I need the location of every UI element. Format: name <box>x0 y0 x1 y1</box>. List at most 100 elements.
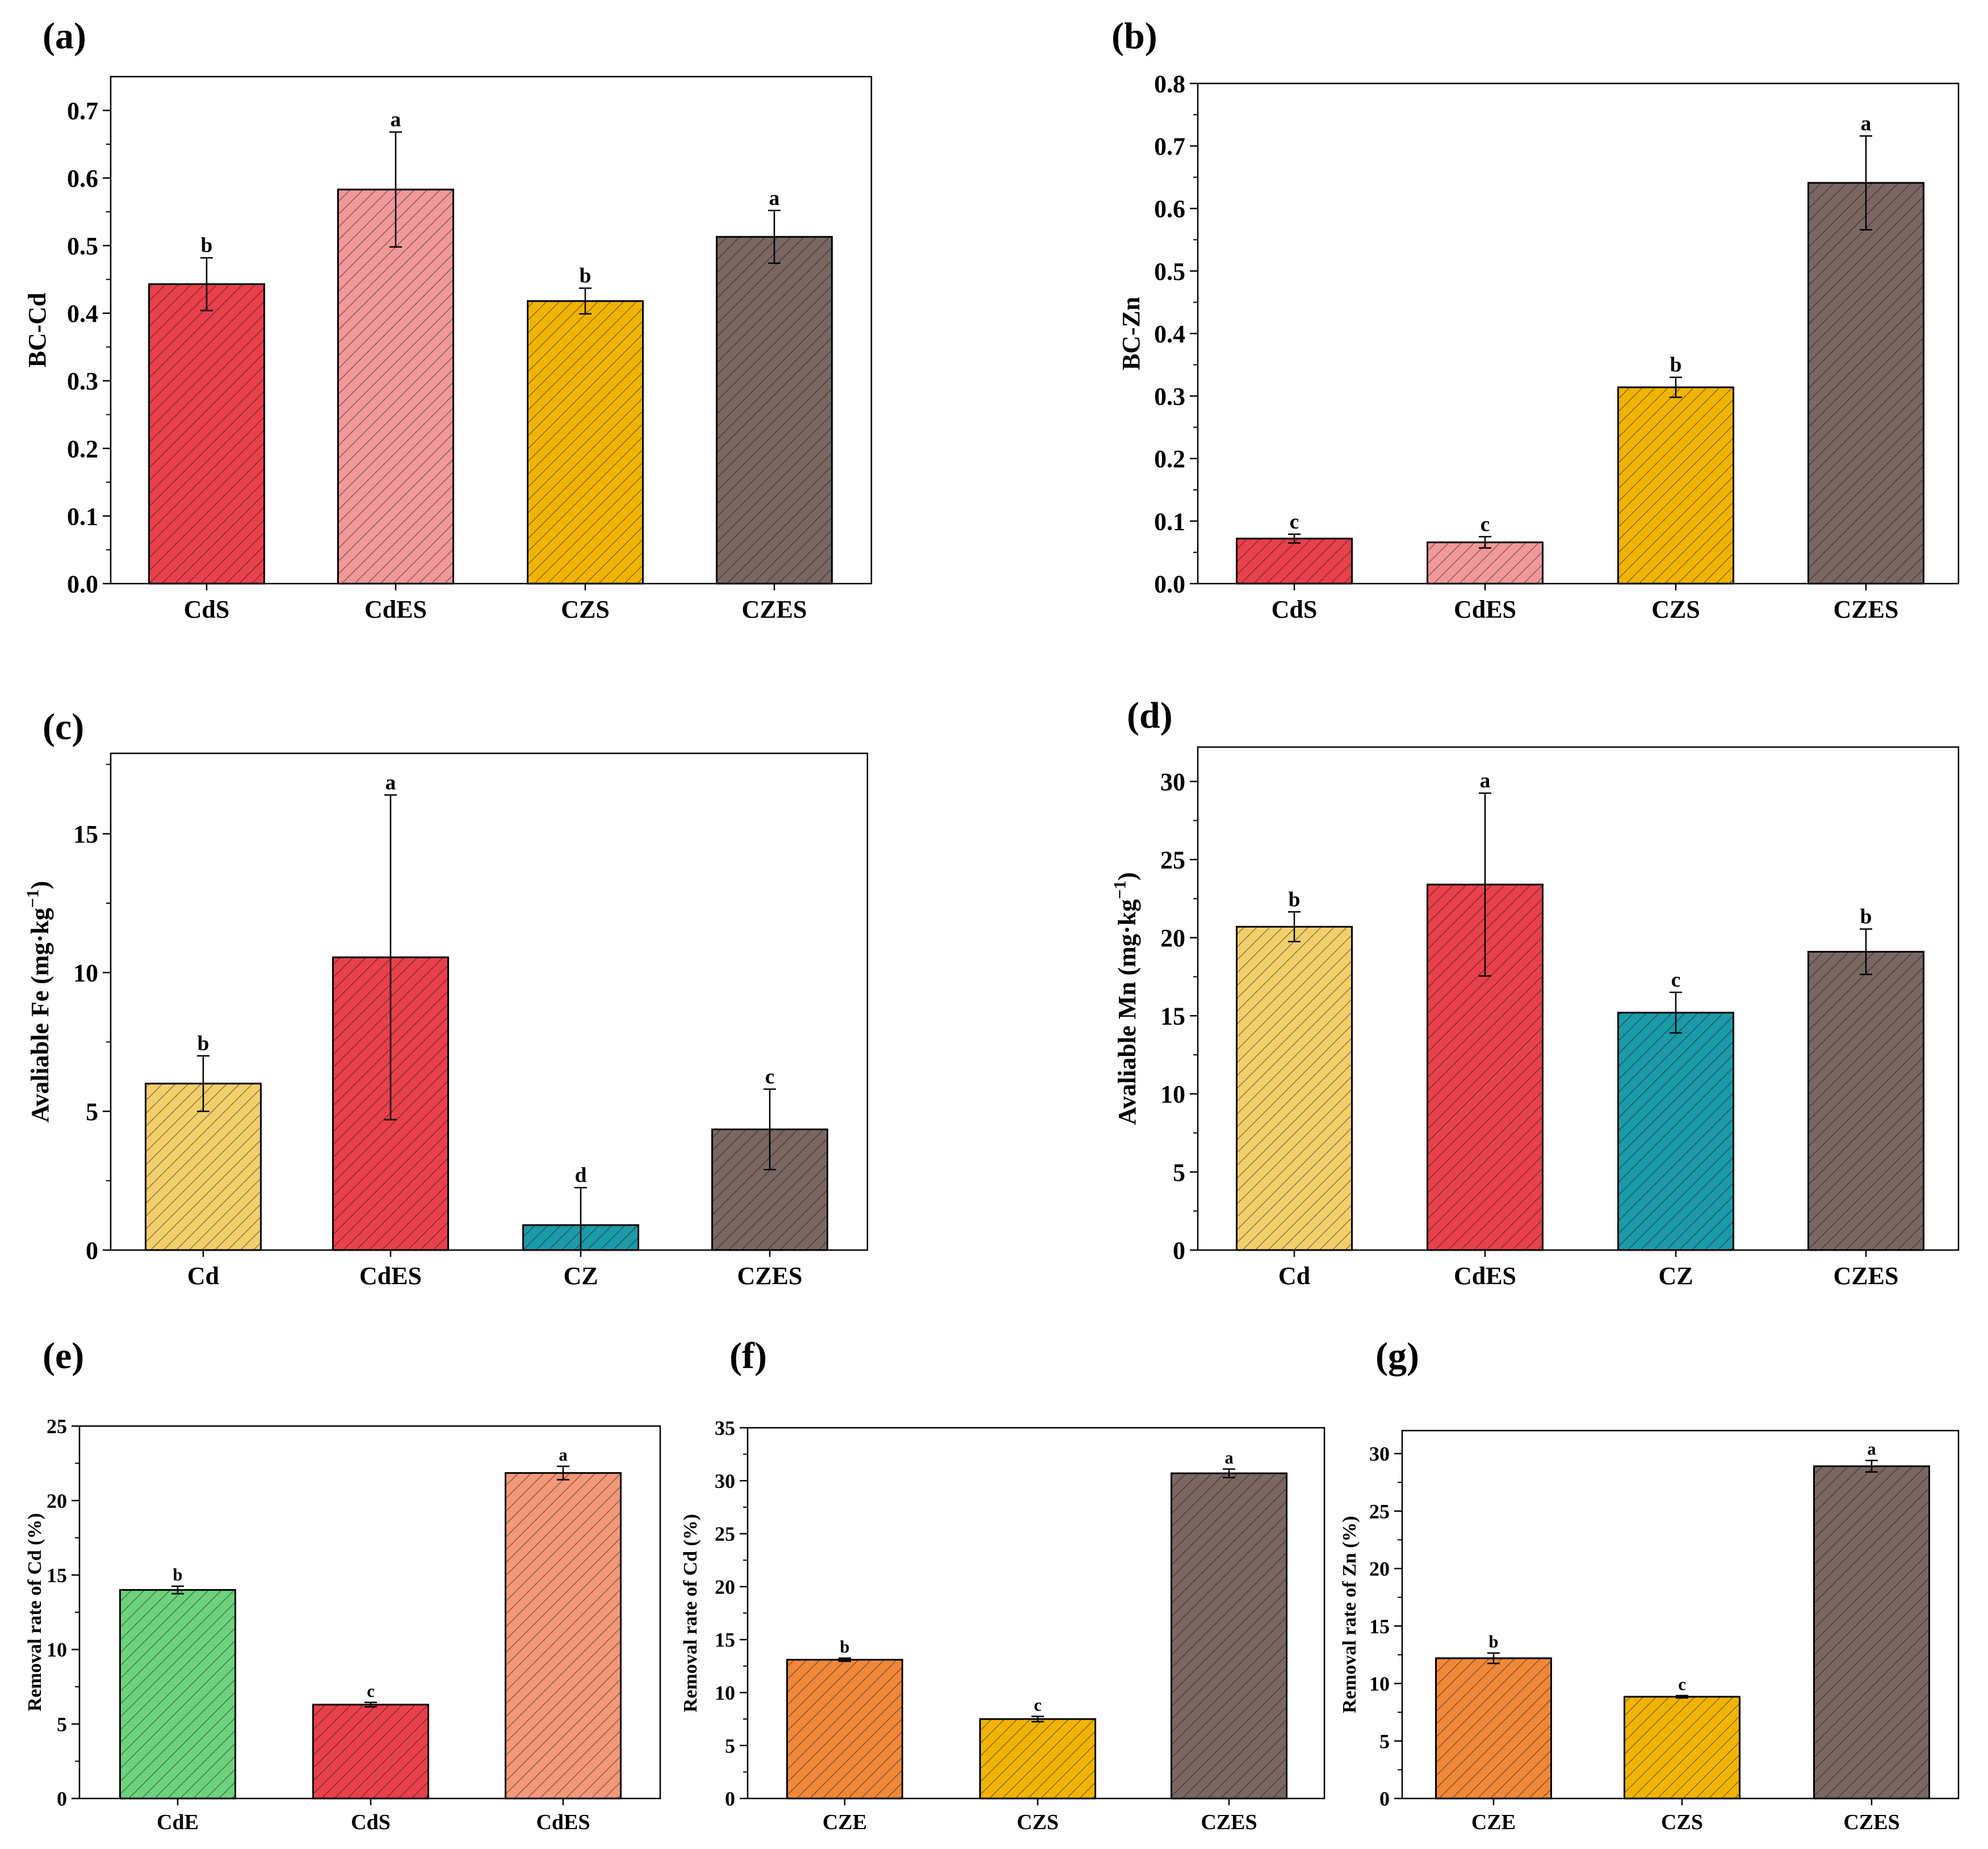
y-tick-label: 0.2 <box>1154 445 1185 473</box>
y-tick-label: 0.7 <box>67 97 98 125</box>
y-tick-label: 0.8 <box>1154 70 1185 98</box>
x-tick-label: CZES <box>737 1262 803 1290</box>
y-tick-label: 30 <box>715 1470 735 1492</box>
significance-letter: c <box>1034 1695 1042 1714</box>
plot-frame <box>1197 746 1960 1251</box>
bar-CZS <box>979 1718 1096 1800</box>
panel-b: (b) 0.0 0.1 0.2 0.3 0.4 0.5 0.6 0.7 0.8 BC-Zn c CdS c… <box>1112 15 1960 623</box>
x-tick-label: CZE <box>1471 1810 1516 1834</box>
significance-letter: b <box>1488 1632 1498 1651</box>
y-tick-label: 0 <box>86 1236 98 1264</box>
y-tick-label: 20 <box>47 1490 67 1512</box>
bar-CZE <box>786 1659 903 1800</box>
y-axis-title: Removal rate of Cd (%) <box>680 1514 701 1712</box>
x-tick-label: CZ <box>1658 1262 1693 1290</box>
plot-frame <box>110 76 873 585</box>
y-tick-label: 30 <box>1160 768 1185 796</box>
y-axis-title: Avaliable Mn (mg·kg−1) <box>1110 872 1141 1125</box>
y-tick-label: 25 <box>1369 1500 1390 1523</box>
y-tick-label: 5 <box>57 1713 67 1735</box>
x-tick-label: Cd <box>1278 1262 1310 1290</box>
x-tick-label: CZES <box>1834 1262 1899 1290</box>
significance-letter: c <box>367 1682 375 1701</box>
y-tick-label: 0.3 <box>67 367 98 395</box>
y-tick-label: 10 <box>47 1638 67 1661</box>
bar-CZS <box>1624 1696 1740 1800</box>
x-tick-label: CZS <box>1661 1810 1703 1834</box>
bar-CdS <box>148 283 265 585</box>
x-tick-label: CdES <box>1454 1262 1516 1290</box>
x-tick-label: Cd <box>187 1262 219 1290</box>
y-tick-label: 15 <box>715 1629 735 1651</box>
significance-letter: a <box>1480 769 1491 793</box>
y-tick-label: 20 <box>715 1575 735 1598</box>
y-tick-label: 5 <box>725 1734 735 1757</box>
y-tick-label: 0.5 <box>67 232 98 260</box>
panel-label: (b) <box>1112 15 1157 57</box>
y-tick-label: 0.0 <box>67 570 98 598</box>
x-tick-label: CdE <box>157 1810 199 1834</box>
bar-CZES <box>716 236 833 585</box>
x-tick-label: CZES <box>1834 596 1899 623</box>
y-tick-label: 25 <box>715 1523 735 1545</box>
y-tick-label: 15 <box>47 1564 67 1587</box>
bar-CZES <box>1813 1465 1930 1800</box>
bar-CdS <box>1236 538 1353 585</box>
y-tick-label: 0.2 <box>67 435 98 463</box>
y-tick-label: 10 <box>715 1682 735 1704</box>
x-tick-label: CZS <box>1017 1810 1059 1834</box>
y-tick-label: 15 <box>1369 1615 1390 1638</box>
x-tick-label: CdS <box>1272 596 1318 623</box>
y-tick-label: 5 <box>86 1098 98 1126</box>
x-tick-label: CdES <box>364 596 427 623</box>
x-tick-label: CdES <box>1454 596 1516 623</box>
panel-c: (c) 0 5 10 15 Avaliable Fe (mg·kg−1) b Cd a CdES d… <box>23 706 869 1290</box>
y-tick-label: 0.1 <box>1154 508 1185 535</box>
significance-letter: a <box>1224 1448 1233 1468</box>
significance-letter: c <box>765 1065 775 1088</box>
y-tick-label: 15 <box>73 820 98 848</box>
y-tick-label: 10 <box>1369 1672 1390 1695</box>
bar-CdES <box>1427 541 1544 585</box>
y-axis-title: Avaliable Fe (mg·kg−1) <box>23 881 54 1123</box>
bar-CZS <box>1617 386 1734 585</box>
x-tick-label: CZS <box>561 596 610 623</box>
panel-a: (a) 0.0 0.1 0.2 0.3 0.4 0.5 0.6 0.7 BC-Cd b CdS a CdE… <box>23 15 873 623</box>
panel-label: (f) <box>729 1335 767 1377</box>
y-axis-title: Removal rate of Cd (%) <box>24 1513 45 1711</box>
y-tick-label: 15 <box>1160 1003 1185 1030</box>
significance-letter: c <box>1678 1675 1686 1694</box>
x-tick-label: CdS <box>184 596 230 623</box>
y-tick-label: 0 <box>1173 1236 1185 1264</box>
y-tick-label: 0.4 <box>1154 320 1185 348</box>
x-tick-label: CZES <box>742 596 807 623</box>
bar-CZES <box>1807 182 1924 585</box>
significance-letter: b <box>580 265 592 288</box>
significance-letter: b <box>840 1637 849 1657</box>
x-tick-label: CZES <box>1843 1810 1899 1834</box>
y-tick-label: 5 <box>1379 1730 1390 1752</box>
significance-letter: a <box>1861 112 1872 136</box>
y-tick-label: 10 <box>73 959 98 987</box>
bar-CdES <box>337 188 454 585</box>
bar-CZS <box>527 300 644 585</box>
y-tick-label: 0.6 <box>1154 195 1185 223</box>
y-tick-label: 0.4 <box>67 300 98 328</box>
y-tick-label: 0.5 <box>1154 258 1185 286</box>
significance-letter: b <box>198 1032 209 1055</box>
y-tick-label: 0.3 <box>1154 383 1185 410</box>
x-tick-label: CZES <box>1201 1810 1257 1834</box>
significance-letter: a <box>769 187 780 210</box>
y-tick-label: 20 <box>1369 1558 1390 1580</box>
panel-label: (e) <box>43 1335 84 1377</box>
x-tick-label: CZ <box>563 1262 598 1290</box>
y-tick-label: 0 <box>1379 1788 1390 1810</box>
panel-label: (a) <box>43 15 86 57</box>
bar-CZES <box>1807 950 1924 1251</box>
bar-CZ <box>1617 1012 1734 1251</box>
significance-letter: c <box>1671 968 1681 992</box>
y-tick-label: 25 <box>1160 846 1185 874</box>
bar-Cd <box>1236 925 1353 1251</box>
x-tick-label: CZE <box>823 1810 867 1834</box>
y-tick-label: 20 <box>1160 924 1185 952</box>
